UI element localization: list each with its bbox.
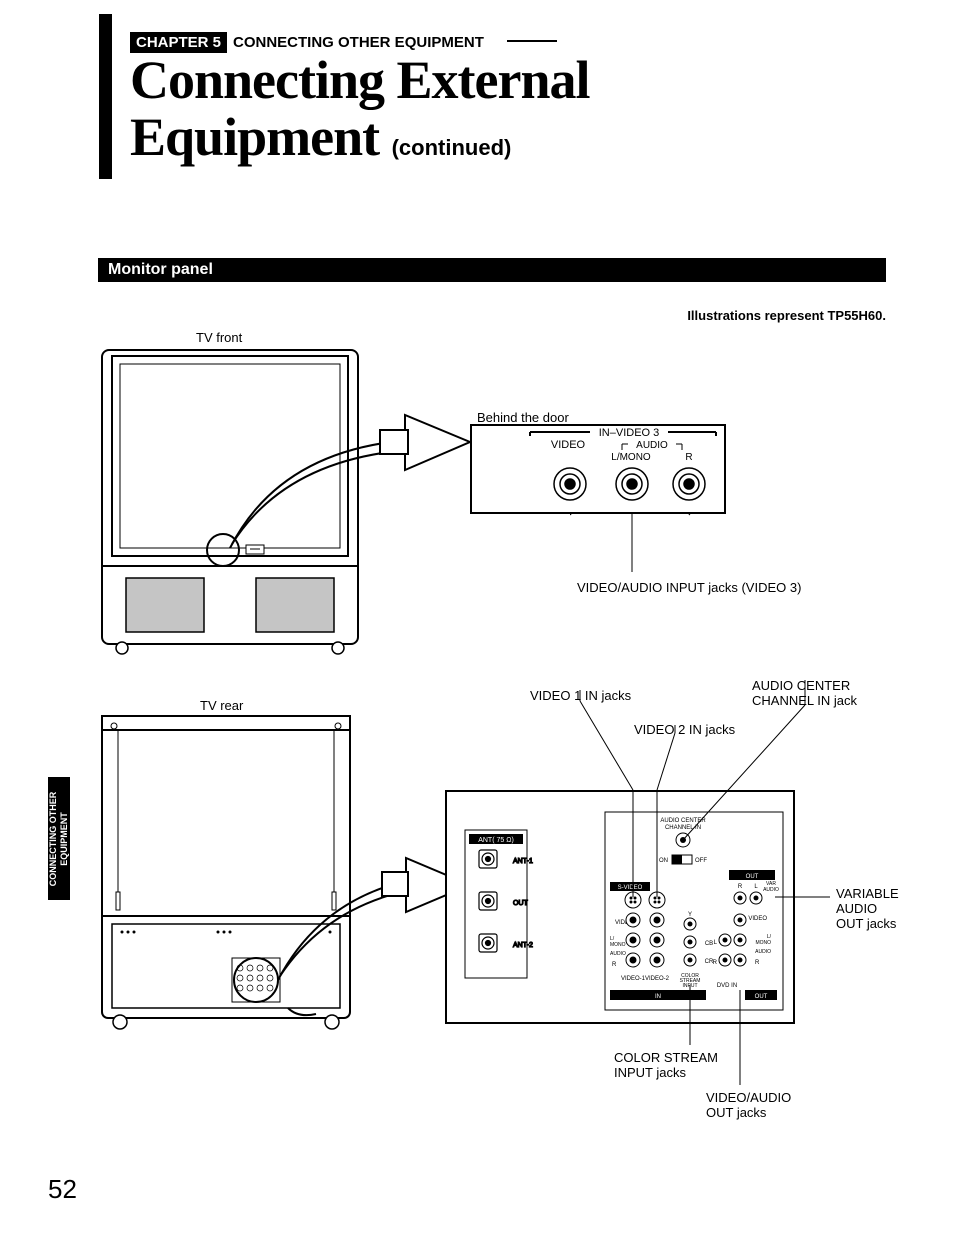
tv-rear-diagram <box>98 712 358 1036</box>
svg-text:IN–VIDEO 3: IN–VIDEO 3 <box>599 427 660 439</box>
callout-video1: VIDEO 1 IN jacks <box>530 688 631 703</box>
tv-front-diagram <box>98 346 363 662</box>
svg-text:ON: ON <box>659 858 668 864</box>
svg-text:MONO: MONO <box>610 942 626 948</box>
tv-rear-label: TV rear <box>200 698 243 713</box>
svg-text:L: L <box>754 884 758 890</box>
svg-text:VIDEO-2: VIDEO-2 <box>645 976 670 982</box>
side-tab: CONNECTING OTHER EQUIPMENT <box>48 777 70 900</box>
svg-text:R: R <box>738 884 743 890</box>
arrow-rear-to-panel <box>270 830 480 1010</box>
page-title: Connecting External Equipment (continued… <box>130 52 590 165</box>
front-callout: VIDEO/AUDIO INPUT jacks (VIDEO 3) <box>577 580 801 595</box>
arrow-front-to-panel <box>220 370 500 570</box>
tv-front-label: TV front <box>196 330 242 345</box>
svg-text:ANT( 75 Ω): ANT( 75 Ω) <box>478 837 514 844</box>
front-input-panel: IN–VIDEO 3 VIDEO AUDIO L/MONO R <box>470 424 726 524</box>
svg-text:S-VIDEO: S-VIDEO <box>618 885 643 891</box>
svg-text:CB: CB <box>705 941 713 947</box>
svg-text:AUDIO: AUDIO <box>636 440 668 451</box>
page-number: 52 <box>48 1174 77 1205</box>
callout-var-audio: VARIABLE AUDIO OUT jacks <box>836 886 899 931</box>
svg-text:OUT: OUT <box>513 900 529 907</box>
svg-text:L/: L/ <box>767 934 772 940</box>
title-continued: (continued) <box>392 135 512 160</box>
svg-text:MONO: MONO <box>755 940 771 946</box>
side-tab-text: CONNECTING OTHER EQUIPMENT <box>48 791 70 886</box>
svg-text:ANT-2: ANT-2 <box>513 942 533 949</box>
svg-text:L: L <box>714 940 718 946</box>
callout-color-stream: COLOR STREAM INPUT jacks <box>614 1050 718 1080</box>
svg-text:R: R <box>685 452 692 463</box>
svg-text:R: R <box>612 962 617 968</box>
title-line-2: Equipment (continued) <box>130 109 590 166</box>
chapter-rule <box>507 40 557 42</box>
svg-text:INPUT: INPUT <box>683 983 698 989</box>
callout-video2: VIDEO 2 IN jacks <box>634 722 735 737</box>
svg-text:AUDIO: AUDIO <box>763 887 779 893</box>
page: CHAPTER 5 CONNECTING OTHER EQUIPMENT Con… <box>0 0 954 1235</box>
title-equipment: Equipment <box>130 107 379 167</box>
svg-text:COLOR: COLOR <box>681 973 699 979</box>
svg-text:AUDIO: AUDIO <box>755 949 771 955</box>
behind-door-label: Behind the door <box>477 410 569 425</box>
svg-text:VIDEO: VIDEO <box>615 920 634 926</box>
svg-text:OUT: OUT <box>746 874 759 880</box>
callout-audio-center: AUDIO CENTER CHANNEL IN jack <box>752 678 857 708</box>
svg-text:IN: IN <box>655 994 661 1000</box>
svg-text:DVD IN: DVD IN <box>717 983 737 989</box>
svg-text:R: R <box>713 960 718 966</box>
svg-text:L/: L/ <box>610 936 615 942</box>
svg-text:AUDIO: AUDIO <box>610 951 626 957</box>
svg-text:OUT: OUT <box>755 994 768 1000</box>
svg-text:VAR: VAR <box>766 881 776 887</box>
title-line-1: Connecting External <box>130 52 590 109</box>
chapter-rest: CONNECTING OTHER EQUIPMENT <box>233 34 484 51</box>
svg-text:AUDIO CENTER: AUDIO CENTER <box>660 818 706 824</box>
header-vertical-strip <box>99 14 112 179</box>
rear-jack-panel: ANT( 75 Ω) ANT-1 OUT ANT-2 AUDIO CENTER … <box>445 790 795 1026</box>
svg-text:Y: Y <box>688 912 692 918</box>
svg-text:ANT-1: ANT-1 <box>513 858 533 865</box>
svg-text:CR: CR <box>705 959 714 965</box>
svg-text:VIDEO: VIDEO <box>551 439 586 451</box>
svg-text:CHANNEL IN: CHANNEL IN <box>665 825 701 831</box>
svg-text:L/MONO: L/MONO <box>611 452 651 463</box>
svg-text:VIDEO: VIDEO <box>748 916 767 922</box>
svg-text:VIDEO-1: VIDEO-1 <box>621 976 646 982</box>
svg-text:OFF: OFF <box>695 858 707 864</box>
section-bar-monitor-panel: Monitor panel <box>98 258 886 282</box>
svg-text:R: R <box>755 960 760 966</box>
illustration-note: Illustrations represent TP55H60. <box>687 308 886 323</box>
callout-av-out: VIDEO/AUDIO OUT jacks <box>706 1090 791 1120</box>
svg-text:STREAM: STREAM <box>680 978 701 984</box>
